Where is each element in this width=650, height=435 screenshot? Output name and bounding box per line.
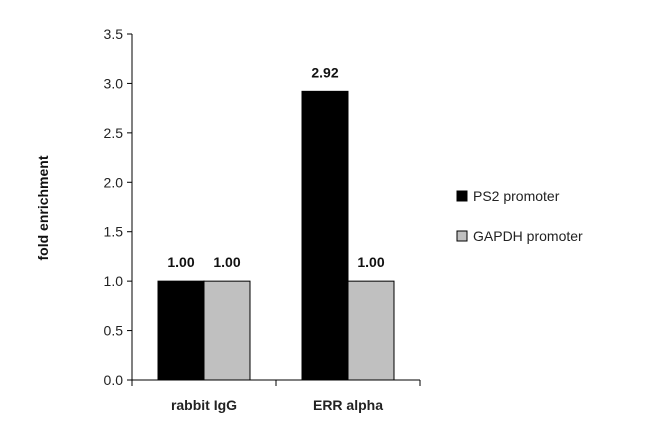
- legend: PS2 promoter GAPDH promoter: [456, 188, 583, 244]
- legend-swatch: [456, 190, 468, 202]
- y-tick-label: 0.0: [104, 372, 124, 388]
- y-tick-label: 2.0: [104, 174, 124, 190]
- y-tick-label: 3.0: [104, 75, 124, 91]
- data-label: 2.92: [311, 64, 338, 80]
- y-tick-label: 2.5: [104, 125, 124, 141]
- data-label: 1.00: [357, 254, 384, 270]
- y-tick-label: 1.5: [104, 224, 124, 240]
- bars: [157, 90, 395, 381]
- legend-label: GAPDH promoter: [473, 228, 583, 244]
- x-category-label: rabbit IgG: [171, 397, 237, 413]
- y-axis: 0.0 0.5 1.0 1.5 2.0 2.5 3.0 3.5: [104, 26, 133, 388]
- legend-label: PS2 promoter: [473, 188, 560, 204]
- y-tick-label: 0.5: [104, 323, 124, 339]
- y-tick-label: 1.0: [104, 273, 124, 289]
- bar-gapdh-0: [203, 280, 251, 381]
- y-axis-title: fold enrichment: [35, 155, 51, 260]
- data-labels: 1.00 1.00 2.92 1.00: [167, 64, 384, 270]
- data-label: 1.00: [167, 254, 194, 270]
- bar-ps2-1: [301, 90, 349, 381]
- legend-swatch: [456, 230, 468, 242]
- x-axis: rabbit IgG ERR alpha: [131, 379, 421, 413]
- bar-gapdh-1: [347, 280, 395, 381]
- bar-ps2-0: [157, 280, 205, 381]
- x-category-label: ERR alpha: [313, 397, 383, 413]
- data-label: 1.00: [213, 254, 240, 270]
- y-tick-label: 3.5: [104, 26, 124, 42]
